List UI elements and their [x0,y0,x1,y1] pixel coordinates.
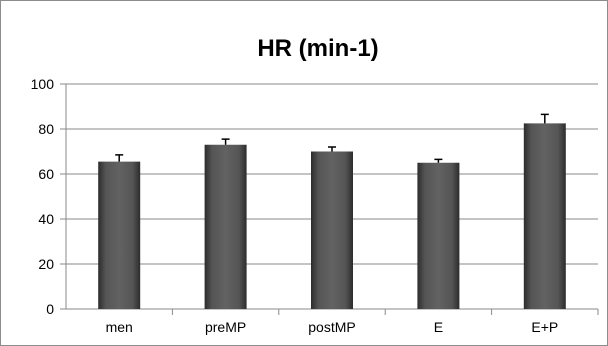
y-tick-label-20: 20 [38,256,54,272]
tick-labels: 0 20 40 60 80 100 men preMP postMP E E+P [31,76,559,335]
x-tick-label-men: men [106,319,133,335]
y-tick-label-0: 0 [46,301,54,317]
bar-postMP [311,151,353,309]
x-tick-label-preMP: preMP [205,319,246,335]
chart-title: HR (min-1) [257,35,378,62]
x-tick-label-postMP: postMP [308,319,355,335]
y-tick-label-40: 40 [38,211,54,227]
y-tick-label-100: 100 [31,76,55,92]
x-tick-label-E+P: E+P [531,319,558,335]
bar-E+P [523,123,566,309]
bar-men [98,161,141,309]
y-tick-label-80: 80 [38,121,54,137]
bars [98,113,566,309]
y-tick-label-60: 60 [38,166,54,182]
x-tick-label-E: E [434,319,443,335]
bar-preMP [204,144,247,309]
bar-E [417,162,460,309]
